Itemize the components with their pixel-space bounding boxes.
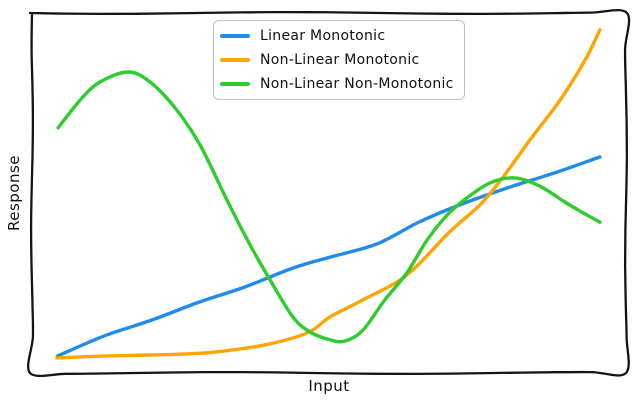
y-axis-label: Response [5, 154, 23, 232]
legend-label: Non-Linear Monotonic [260, 52, 420, 68]
legend: Linear Monotonic Non-Linear Monotonic No… [213, 20, 465, 100]
legend-label: Non-Linear Non-Monotonic [260, 76, 454, 92]
legend-entry: Non-Linear Monotonic [220, 48, 454, 72]
legend-line-swatch-blue [220, 34, 250, 38]
axes-frame [26, 9, 631, 378]
legend-line-swatch-green [220, 82, 250, 86]
legend-entry: Non-Linear Non-Monotonic [220, 72, 454, 96]
legend-entry: Linear Monotonic [220, 24, 454, 48]
legend-line-swatch-orange [220, 58, 250, 62]
series-line-2 [56, 70, 602, 344]
series-line-0 [55, 155, 602, 358]
legend-label: Linear Monotonic [260, 28, 386, 44]
series-line-1 [55, 28, 602, 360]
x-axis-label: Input [308, 377, 350, 395]
